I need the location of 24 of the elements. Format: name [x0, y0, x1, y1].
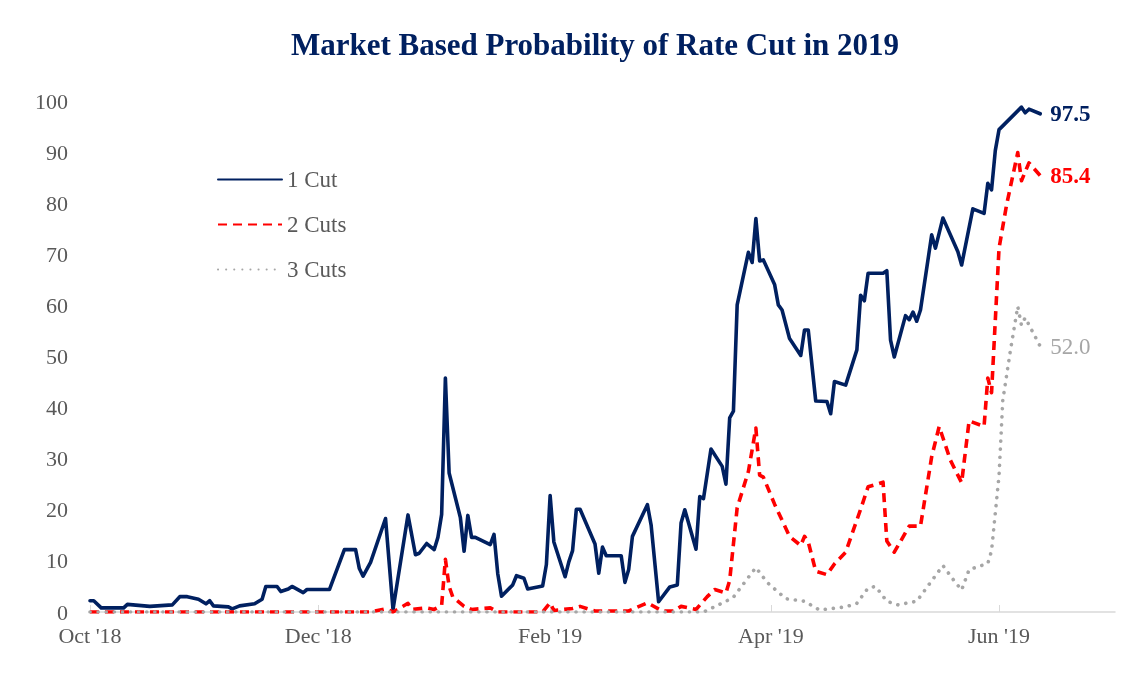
x-tick-label: Feb '19	[517, 622, 583, 648]
y-tick-label: 100	[35, 88, 68, 114]
y-tick-label: 20	[46, 497, 68, 523]
x-tick-label: Oct '18	[58, 622, 122, 648]
y-tick-label: 80	[46, 190, 68, 216]
legend-label: 3 Cuts	[287, 257, 347, 282]
y-tick-label: 70	[46, 241, 68, 267]
annotation: 85.4	[1050, 163, 1091, 189]
x-tick-label: Dec '18	[284, 622, 352, 648]
annotation: 52.0	[1050, 333, 1091, 359]
y-tick-label: 0	[57, 599, 68, 625]
y-tick-label: 30	[46, 446, 68, 472]
chart-title: Market Based Probability of Rate Cut in 2019	[290, 27, 900, 62]
x-tick-label: Jun '19	[968, 622, 1031, 648]
legend-label: 1 Cut	[287, 167, 339, 192]
x-tick-label: Apr '19	[738, 622, 804, 648]
y-tick-label: 90	[46, 139, 68, 165]
y-tick-label: 40	[46, 395, 68, 421]
y-tick-label: 10	[46, 548, 68, 574]
annotation: 97.5	[1050, 101, 1091, 127]
y-tick-label: 60	[46, 292, 68, 318]
legend-label: 2 Cuts	[287, 212, 347, 237]
y-tick-label: 50	[46, 344, 68, 369]
line-series	[88, 304, 1042, 614]
